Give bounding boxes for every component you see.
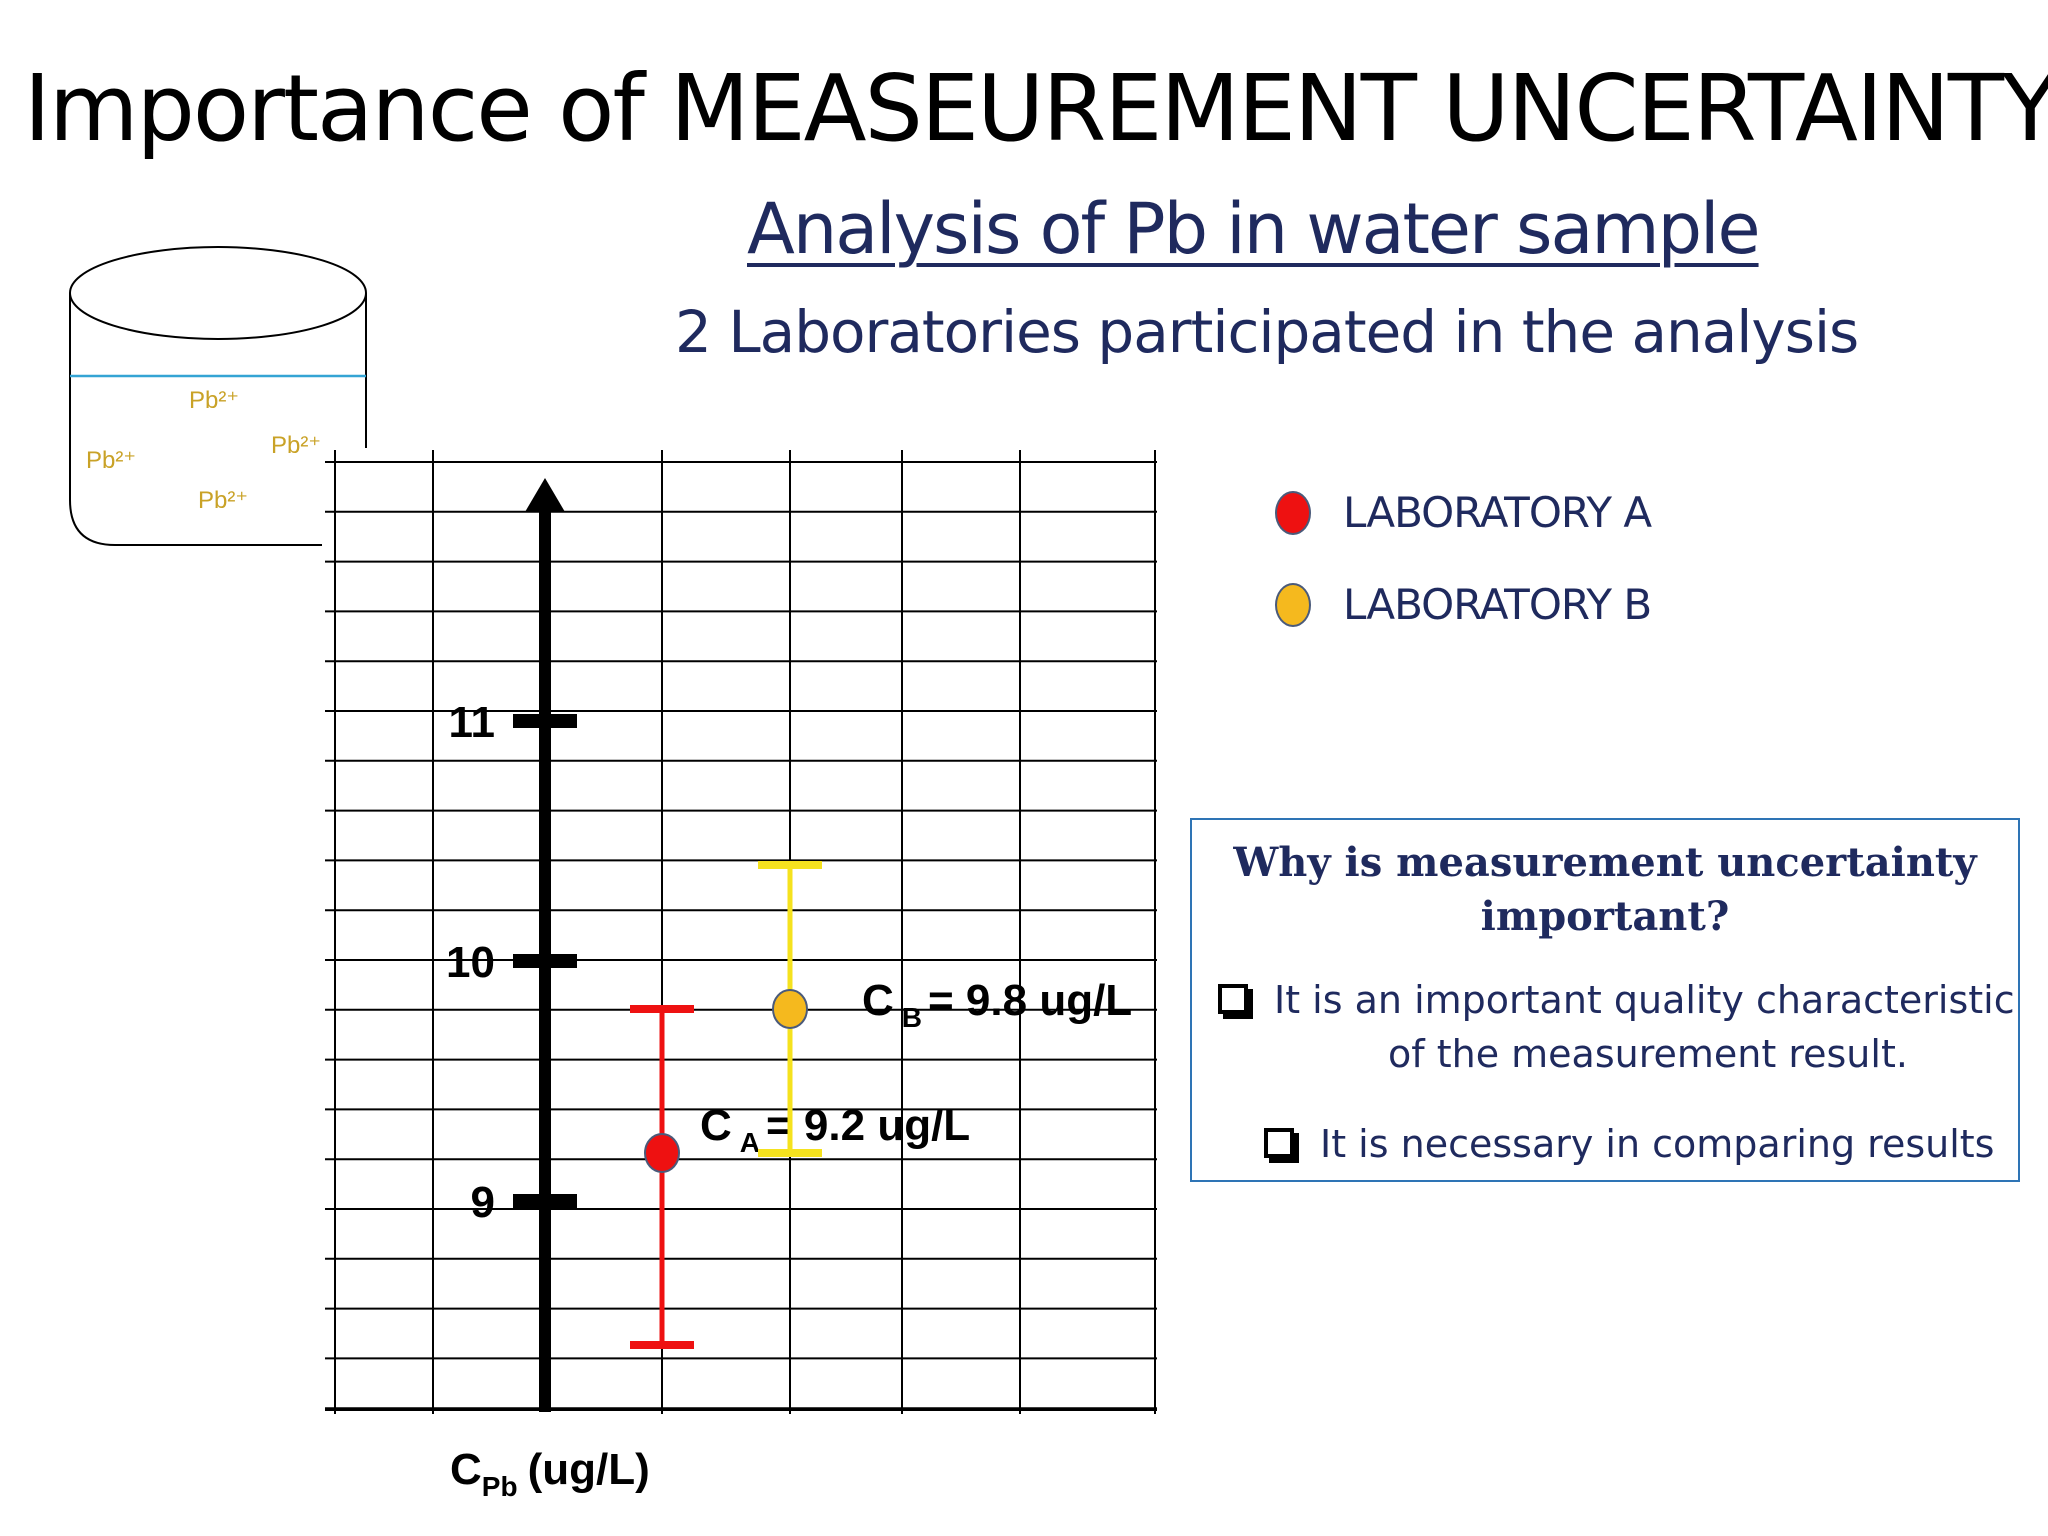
pb-ion-label: Pb²⁺ [189,387,239,414]
info-bullet-text: of the measurement result. [1388,1032,1908,1076]
data-label-value: = 9.8 ug/L [928,976,1132,1025]
y-axis: 9 10 11 [446,478,577,1412]
info-bullet: It is an important quality characteristi… [1218,974,2015,1026]
info-box: Why is measurement uncertainty important… [1190,818,2020,1182]
legend-label: LABORATORY A [1343,488,1652,537]
info-bullet-text: It is an important quality characteristi… [1274,978,2015,1022]
pb-ion-label: Pb²⁺ [86,447,136,474]
legend-item-lab-b: LABORATORY B [1275,580,1652,629]
page-title: Importance of MEASEUREMENT UNCERTAINTY [23,55,2048,162]
pb-ion-label: Pb²⁺ [198,487,248,514]
beaker-rim [69,246,367,340]
info-question-line2: important? [1480,893,1730,940]
y-axis-label-sub: Pb [482,1471,518,1502]
beaker-body [69,293,322,546]
checkbox-bullet-icon [1218,983,1248,1014]
y-tick-label: 11 [448,698,495,747]
legend-label: LABORATORY B [1343,580,1652,629]
data-label-main: C [862,976,894,1025]
legend-marker-yellow [1275,582,1311,627]
data-label-sub: B [902,1002,922,1033]
legend-marker-red [1275,490,1311,535]
y-axis-label-main: C [450,1445,482,1494]
page-subtitle: Analysis of Pb in water sample [747,188,1761,270]
data-label-sub: A [740,1127,760,1158]
data-label: C B = 9.8 ug/L [862,976,1132,1033]
y-axis-label-unit: (ug/L) [528,1445,650,1494]
info-question-line1: Why is measurement uncertainty [1233,839,1977,886]
chart-series: C A = 9.2 ug/LC B = 9.8 ug/L [630,861,1132,1349]
info-bullet-continuation: of the measurement result. [1388,1028,1908,1080]
y-axis-arrowhead [525,478,565,512]
data-label-main: C [700,1101,732,1150]
checkbox-bullet-icon [1264,1127,1294,1158]
info-bullet-text: It is necessary in comparing results [1320,1122,1995,1166]
y-axis-label: CPb (ug/L) [450,1445,650,1502]
participants-text: 2 Laboratories participated in the analy… [675,298,1859,366]
data-label: C A = 9.2 ug/L [700,1101,970,1158]
legend-item-lab-a: LABORATORY A [1275,488,1652,537]
chart-grid [325,450,1157,1414]
y-tick-label: 9 [471,1178,495,1227]
data-point [772,989,808,1029]
data-point [644,1133,680,1173]
y-tick-label: 10 [446,938,495,987]
pb-ion-label: Pb²⁺ [271,432,321,459]
beaker-illustration: Pb²⁺ Pb²⁺ Pb²⁺ Pb²⁺ [69,246,367,546]
info-bullet: It is necessary in comparing results [1264,1118,1994,1170]
info-question: Why is measurement uncertainty important… [1192,836,2018,944]
data-label-value: = 9.2 ug/L [766,1101,970,1150]
